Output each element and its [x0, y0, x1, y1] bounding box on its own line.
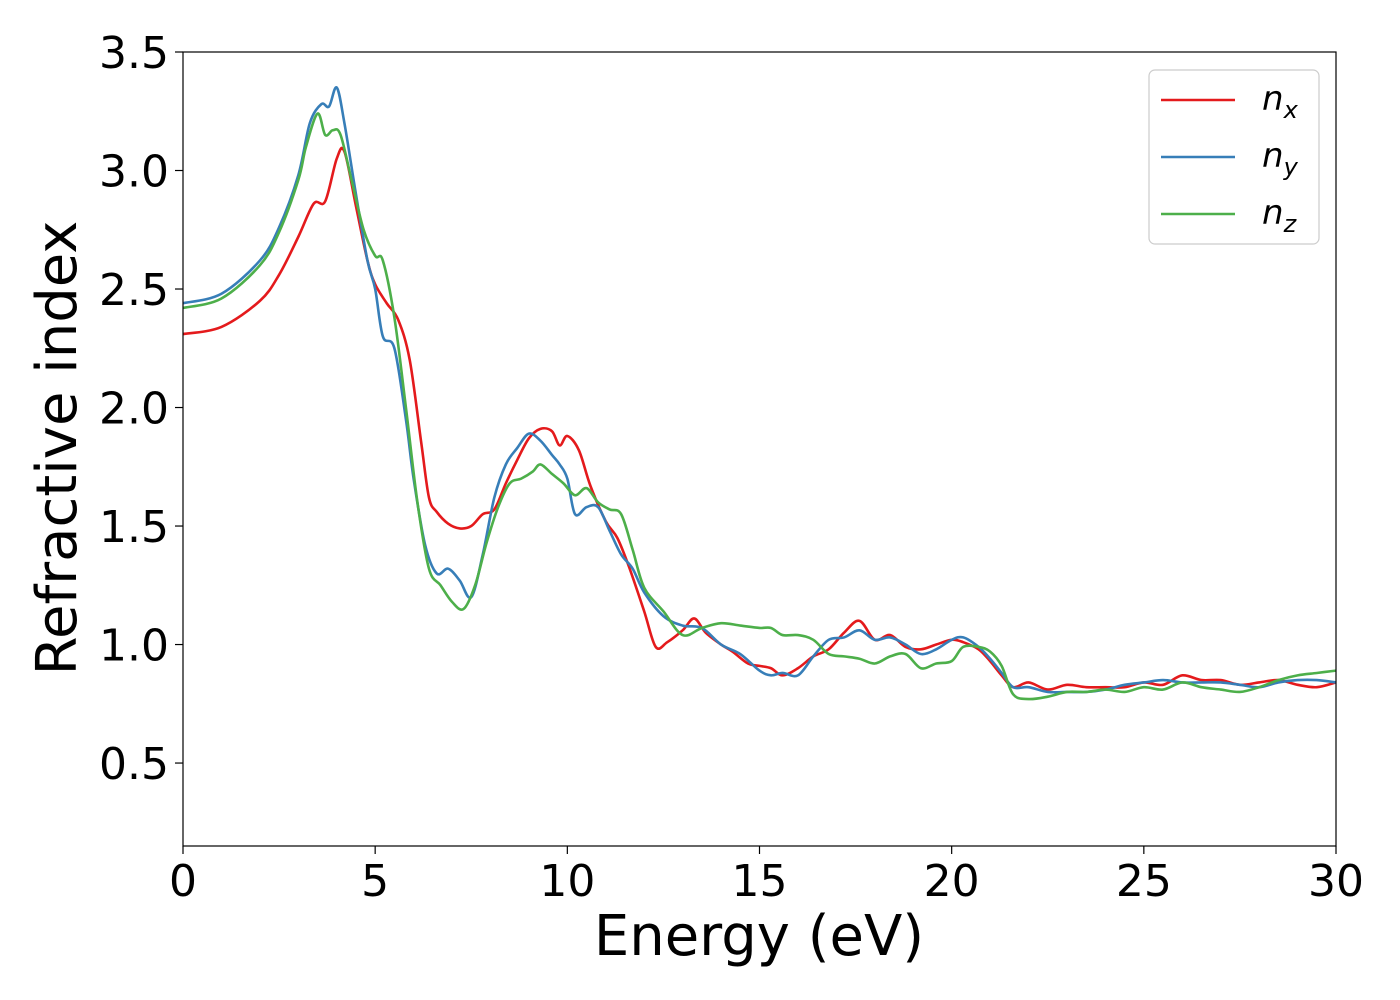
- y-tick-label: 2.0: [99, 384, 169, 435]
- y-axis-title: Refractive index: [25, 221, 90, 676]
- x-tick-label: 0: [169, 856, 197, 907]
- y-tick-label: 2.5: [99, 265, 169, 316]
- x-tick-label: 5: [361, 856, 389, 907]
- series-line-n-x: [183, 146, 1336, 691]
- legend-label-n-y: ny: [1262, 136, 1299, 181]
- legend-label-base: n: [1262, 193, 1284, 233]
- x-tick-label: 20: [924, 856, 980, 907]
- x-tick-label: 30: [1308, 856, 1364, 907]
- ticks-layer: 0 5 10 15 20 25 30 0.5 1.0 1.5 2.0 2.5 3.0 3.5: [99, 28, 1364, 907]
- x-tick-label: 15: [732, 856, 788, 907]
- legend-label-n-z: nz: [1262, 193, 1298, 238]
- x-tick-label: 25: [1116, 856, 1172, 907]
- series-layer: [183, 86, 1336, 701]
- legend-label-base: n: [1262, 136, 1284, 176]
- plot-background: [183, 52, 1336, 846]
- legend-label-subscript: x: [1283, 96, 1299, 124]
- legend-label-n-x: nx: [1262, 79, 1299, 124]
- legend-label-subscript: z: [1283, 210, 1298, 238]
- x-tick-label: 10: [539, 856, 595, 907]
- legend-label-base: n: [1262, 79, 1284, 119]
- y-tick-label: 3.0: [99, 147, 169, 198]
- plot-area: [183, 52, 1336, 846]
- y-tick-label: 1.0: [99, 621, 169, 672]
- y-tick-label: 3.5: [99, 28, 169, 79]
- y-tick-label: 0.5: [99, 739, 169, 790]
- y-tick-label: 1.5: [99, 502, 169, 553]
- x-axis-title: Energy (eV): [594, 904, 924, 969]
- series-line-n-z: [183, 112, 1336, 701]
- legend-label-subscript: y: [1283, 153, 1299, 181]
